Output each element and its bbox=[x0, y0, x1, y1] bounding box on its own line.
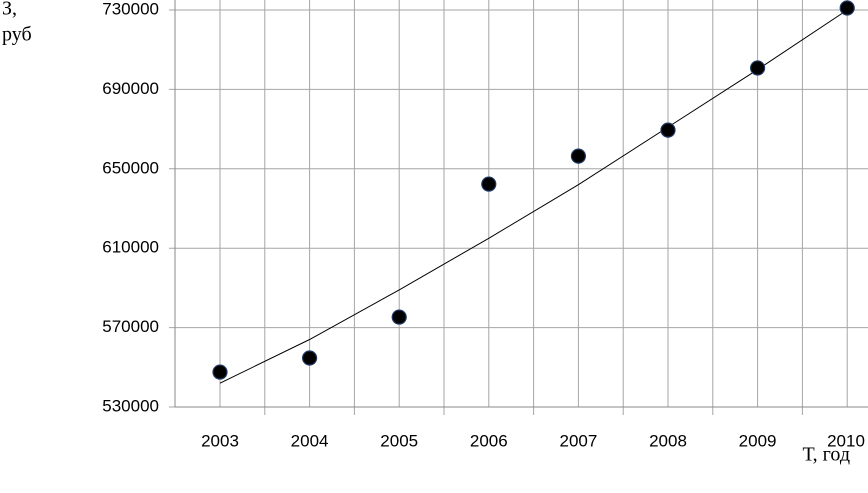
data-point bbox=[570, 148, 587, 164]
data-point bbox=[839, 0, 855, 16]
data-point bbox=[660, 122, 676, 138]
trend-line bbox=[219, 9, 848, 384]
data-point bbox=[212, 364, 228, 380]
y-tick-label: 570000 bbox=[102, 317, 159, 336]
data-point bbox=[391, 309, 407, 325]
y-axis-label: З, bbox=[2, 0, 17, 20]
x-tick-label: 2005 bbox=[380, 431, 418, 450]
x-tick-label: 2007 bbox=[559, 431, 597, 450]
y-tick-label: 730000 bbox=[102, 0, 159, 18]
x-axis-label: Т, год bbox=[802, 444, 850, 466]
x-tick-label: 2010 bbox=[827, 431, 865, 450]
x-tick-label: 2009 bbox=[739, 431, 777, 450]
y-tick-label: 650000 bbox=[102, 158, 159, 177]
y-tick-label: 610000 bbox=[102, 238, 159, 257]
y-tick-label: 530000 bbox=[102, 396, 159, 415]
x-tick-label: 2006 bbox=[470, 431, 508, 450]
data-point bbox=[302, 350, 318, 366]
x-tick-label: 2008 bbox=[649, 431, 687, 450]
y-tick-label: 690000 bbox=[102, 79, 159, 98]
data-point bbox=[481, 176, 497, 192]
y-axis-label: руб bbox=[2, 24, 32, 46]
x-tick-label: 2004 bbox=[291, 431, 329, 450]
data-point bbox=[749, 60, 766, 76]
x-tick-label: 2003 bbox=[201, 431, 239, 450]
